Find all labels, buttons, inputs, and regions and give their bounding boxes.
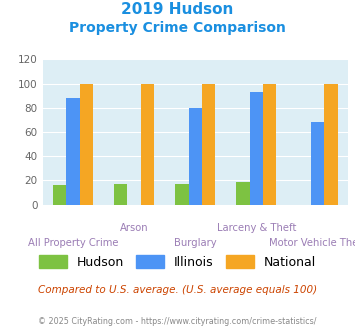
Text: Compared to U.S. average. (U.S. average equals 100): Compared to U.S. average. (U.S. average … bbox=[38, 285, 317, 295]
Bar bbox=[250, 92, 263, 205]
Text: Burglary: Burglary bbox=[174, 238, 217, 248]
Text: 2019 Hudson: 2019 Hudson bbox=[121, 2, 234, 16]
Bar bbox=[53, 185, 66, 205]
Bar bbox=[80, 83, 93, 205]
Text: © 2025 CityRating.com - https://www.cityrating.com/crime-statistics/: © 2025 CityRating.com - https://www.city… bbox=[38, 317, 317, 326]
Text: Arson: Arson bbox=[120, 223, 148, 233]
Bar bbox=[141, 83, 154, 205]
Bar bbox=[236, 182, 250, 205]
Bar bbox=[114, 184, 127, 205]
Bar bbox=[263, 83, 277, 205]
Bar bbox=[189, 108, 202, 205]
Text: Larceny & Theft: Larceny & Theft bbox=[217, 223, 296, 233]
Text: All Property Crime: All Property Crime bbox=[28, 238, 118, 248]
Bar bbox=[324, 83, 338, 205]
Legend: Hudson, Illinois, National: Hudson, Illinois, National bbox=[34, 250, 321, 274]
Bar bbox=[66, 98, 80, 205]
Bar bbox=[202, 83, 215, 205]
Text: Motor Vehicle Theft: Motor Vehicle Theft bbox=[269, 238, 355, 248]
Bar bbox=[311, 122, 324, 205]
Bar bbox=[175, 184, 189, 205]
Text: Property Crime Comparison: Property Crime Comparison bbox=[69, 21, 286, 35]
